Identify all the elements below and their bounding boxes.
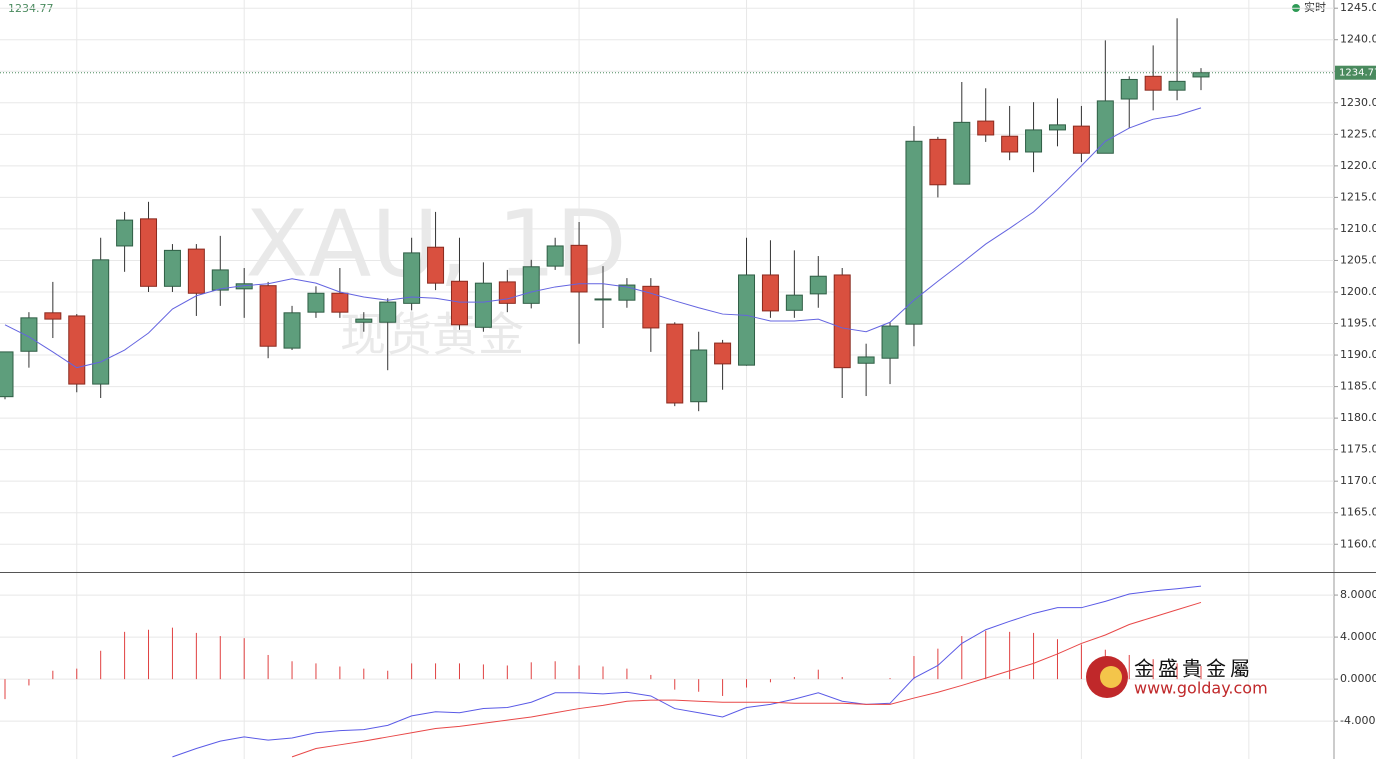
candle-body bbox=[283, 312, 301, 349]
y-tick-label: 1215.0 bbox=[1340, 190, 1376, 203]
candle-body bbox=[187, 248, 205, 294]
candle-body bbox=[1144, 75, 1162, 91]
candle-body bbox=[522, 266, 540, 304]
candle-body bbox=[1072, 125, 1090, 154]
candle-body bbox=[427, 246, 445, 284]
candle-body bbox=[450, 280, 468, 326]
macd bbox=[4, 585, 1202, 758]
candle-body bbox=[307, 292, 325, 313]
y-tick-label: 1190.0 bbox=[1340, 348, 1376, 361]
candle-body bbox=[355, 318, 373, 323]
candle-body bbox=[1192, 72, 1210, 78]
candle-body bbox=[1025, 129, 1043, 153]
candle-body bbox=[642, 285, 660, 329]
candle-body bbox=[905, 140, 923, 325]
y-tick-label: 1165.0 bbox=[1340, 506, 1376, 519]
last-price-tag: 1234.77 bbox=[1335, 65, 1376, 80]
y-tick-label: 1230.0 bbox=[1340, 96, 1376, 109]
candle-body bbox=[379, 301, 397, 323]
watermark-subtitle: 现货黄金 bbox=[340, 308, 524, 362]
y-tick-label: 1160.0 bbox=[1340, 537, 1376, 550]
candle-body bbox=[211, 269, 229, 291]
candle-body bbox=[738, 274, 756, 366]
candle-body bbox=[1120, 78, 1138, 100]
y-tick-label: 1245.0 bbox=[1340, 1, 1376, 14]
y-tick-label: 1180.0 bbox=[1340, 411, 1376, 424]
candle-body bbox=[546, 245, 564, 267]
candle-body bbox=[1096, 100, 1114, 154]
candle-body bbox=[618, 284, 636, 301]
candle-body bbox=[785, 294, 803, 311]
candle-body bbox=[92, 259, 110, 385]
brand-name: 金盛貴金屬 bbox=[1134, 657, 1254, 681]
y-tick-label: 1200.0 bbox=[1340, 285, 1376, 298]
candle-body bbox=[690, 349, 708, 403]
candle-body bbox=[833, 274, 851, 369]
candle-body bbox=[331, 292, 349, 313]
y-tick-label: 1205.0 bbox=[1340, 253, 1376, 266]
candle-body bbox=[857, 356, 875, 364]
candle-body bbox=[20, 317, 38, 352]
y-tick-label: 1175.0 bbox=[1340, 443, 1376, 456]
y-tick-label: 1220.0 bbox=[1340, 159, 1376, 172]
candle-body bbox=[163, 249, 181, 287]
y-tick-label: 1210.0 bbox=[1340, 222, 1376, 235]
candle-body bbox=[403, 252, 421, 304]
candle-body bbox=[977, 120, 995, 136]
logo: 金盛貴金屬 www.golday.com bbox=[1086, 656, 1268, 698]
candle-body bbox=[259, 285, 277, 347]
y-tick-label: 4.0000 bbox=[1340, 630, 1376, 643]
status: 实时 bbox=[1304, 0, 1326, 14]
candle-body bbox=[0, 351, 14, 398]
candle-body bbox=[44, 312, 62, 320]
candle-body bbox=[570, 244, 588, 293]
candle-body bbox=[68, 315, 86, 385]
vertical-grid bbox=[76, 0, 1250, 759]
candle-body bbox=[881, 325, 899, 359]
last-price-label: 1234.77 bbox=[1339, 68, 1376, 79]
y-tick-label: 1195.0 bbox=[1340, 317, 1376, 330]
candle-body bbox=[1168, 80, 1186, 91]
candle-body bbox=[1048, 124, 1066, 131]
y-tick-label: 1240.0 bbox=[1340, 33, 1376, 46]
brand-url: www.golday.com bbox=[1134, 679, 1268, 698]
y-tick-label: 1225.0 bbox=[1340, 127, 1376, 140]
candle-body bbox=[1001, 135, 1019, 153]
logo-mark-inner bbox=[1100, 666, 1122, 688]
candle-body bbox=[953, 121, 971, 185]
y-tick-label: 8.0000 bbox=[1340, 588, 1376, 601]
candle-body bbox=[594, 298, 612, 301]
candle-body bbox=[809, 275, 827, 295]
candle-body bbox=[761, 274, 779, 312]
y-tick-label: 1185.0 bbox=[1340, 380, 1376, 393]
candle-body bbox=[929, 138, 947, 186]
moving-average bbox=[4, 107, 1202, 369]
candles bbox=[0, 18, 1210, 412]
y-tick-label: 0.0000 bbox=[1340, 672, 1376, 685]
y-tick-label: -4.000 bbox=[1340, 714, 1375, 727]
candle-body bbox=[666, 323, 684, 404]
candle-body bbox=[714, 342, 732, 365]
candle-body bbox=[474, 282, 492, 328]
indicator-line bbox=[291, 601, 1202, 758]
last-price-tag-bg bbox=[1335, 65, 1376, 80]
candle-body bbox=[140, 218, 158, 287]
indicator-line bbox=[172, 585, 1202, 758]
y-tick-label: 1170.0 bbox=[1340, 474, 1376, 487]
candle-body bbox=[116, 219, 134, 247]
